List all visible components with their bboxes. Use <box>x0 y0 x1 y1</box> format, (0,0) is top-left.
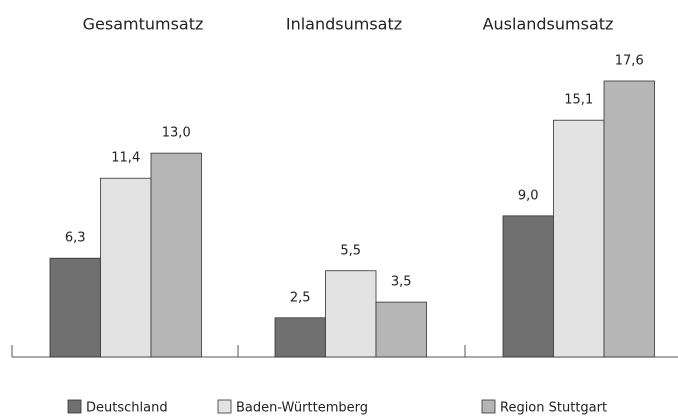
bar <box>49 257 101 358</box>
bar <box>375 301 427 358</box>
legend-label: Deutschland <box>86 401 168 416</box>
bar <box>100 177 152 358</box>
value-label: 15,1 <box>564 93 593 108</box>
value-label: 11,4 <box>111 151 140 166</box>
bar <box>603 80 655 358</box>
group-title: Inlandsumsatz <box>286 15 402 34</box>
value-label: 5,5 <box>340 243 361 258</box>
legend-swatch <box>481 399 496 414</box>
legend-swatch <box>217 399 232 414</box>
group-title: Gesamtumsatz <box>83 15 204 34</box>
bar <box>274 317 326 358</box>
bar <box>325 270 377 358</box>
value-label: 17,6 <box>615 54 644 69</box>
legend-label: Region Stuttgart <box>500 401 607 416</box>
value-label: 3,5 <box>391 275 412 290</box>
bar <box>553 119 605 358</box>
legend-label: Baden-Württemberg <box>236 401 368 416</box>
value-label: 6,3 <box>65 231 86 246</box>
value-label: 9,0 <box>518 188 539 203</box>
legend-swatch <box>67 399 82 414</box>
value-label: 2,5 <box>290 290 311 305</box>
bar <box>502 215 554 358</box>
group-title: Auslandsumsatz <box>483 15 614 34</box>
value-label: 13,0 <box>162 126 191 141</box>
bar <box>150 152 202 358</box>
